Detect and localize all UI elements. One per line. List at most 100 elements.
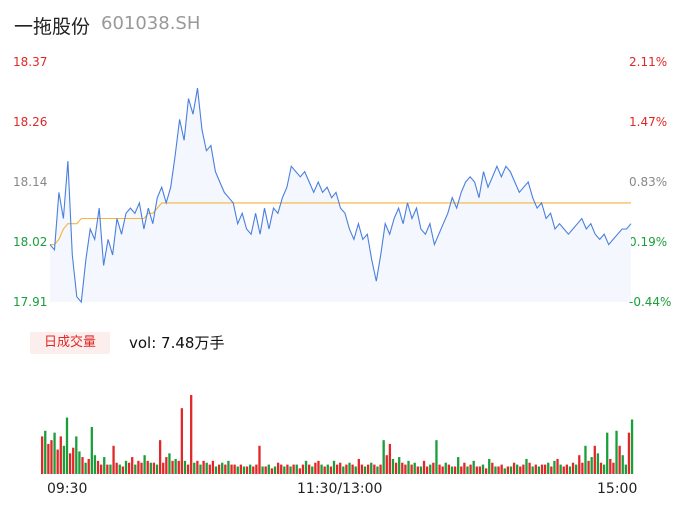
volume-bar: [559, 464, 562, 474]
volume-bar: [345, 464, 348, 474]
volume-bar: [506, 466, 510, 474]
volume-bar: [360, 464, 364, 474]
volume-bar: [429, 464, 432, 474]
volume-bar: [519, 466, 522, 474]
volume-bar: [249, 464, 252, 474]
volume-bar: [425, 466, 429, 474]
volume-bar: [286, 464, 289, 474]
volume-bar: [422, 460, 426, 474]
volume-bar: [155, 464, 159, 474]
pct-tick-2: 0.83%: [629, 175, 668, 189]
volume-bar: [450, 466, 454, 474]
volume-bar: [354, 466, 357, 474]
volume-bar: [314, 462, 317, 474]
volume-bar: [87, 458, 90, 474]
volume-bar: [115, 462, 118, 474]
volume-bar: [208, 464, 211, 474]
volume-bar: [217, 464, 221, 474]
volume-bar: [472, 460, 475, 474]
volume-bar: [78, 451, 81, 474]
volume-bar: [273, 466, 277, 474]
price-lines: [49, 88, 632, 304]
volume-label: vol: 7.48万手: [129, 334, 225, 352]
volume-bar: [578, 455, 581, 474]
volume-bar: [121, 466, 125, 474]
volume-bar: [596, 453, 600, 474]
volume-bar: [398, 457, 401, 474]
volume-bar: [516, 464, 519, 474]
volume-bar: [75, 436, 78, 474]
volume-bar: [370, 462, 373, 474]
price-tick-2: 18.14: [13, 175, 48, 189]
volume-bar: [65, 417, 69, 474]
volume-bar: [90, 427, 93, 474]
volume-bar: [103, 457, 106, 474]
volume-bars: [41, 395, 634, 474]
volume-bar: [252, 466, 255, 474]
volume-bar: [379, 464, 382, 474]
price-tick-4: 17.91: [13, 295, 48, 309]
stock-name: 一拖股份: [14, 16, 91, 38]
volume-bar: [447, 464, 451, 474]
pct-tick-1: 1.47%: [629, 115, 668, 129]
volume-bar: [547, 462, 550, 474]
volume-bar: [534, 464, 537, 474]
volume-bar: [242, 466, 246, 474]
volume-bar: [264, 466, 267, 474]
pct-tick-3: 0.19%: [629, 235, 668, 249]
volume-bar: [56, 449, 59, 474]
volume-bar: [335, 464, 339, 474]
volume-bar: [484, 468, 488, 474]
price-tick-1: 18.26: [13, 115, 48, 129]
volume-bar: [630, 419, 634, 474]
volume-bar: [525, 458, 528, 474]
volume-bar: [72, 447, 75, 474]
volume-bar: [503, 468, 506, 474]
volume-bar: [270, 468, 274, 474]
price-area-fill: [50, 88, 631, 302]
volume-bar: [143, 455, 146, 474]
volume-bar: [575, 464, 578, 474]
volume-bar: [357, 458, 360, 474]
volume-bar: [239, 464, 242, 474]
volume-bar: [500, 464, 503, 474]
volume-bar: [258, 445, 261, 474]
volume-bar: [214, 466, 218, 474]
volume-bar: [205, 462, 208, 474]
volume-bar: [543, 464, 547, 474]
time-tick-midday: 11:30/13:00: [297, 481, 383, 497]
volume-bar: [491, 462, 494, 474]
volume-bar: [587, 460, 590, 474]
volume-bar: [280, 464, 283, 474]
volume-bar: [236, 466, 239, 474]
volume-bar: [435, 440, 438, 474]
volume-bar: [621, 455, 624, 474]
volume-bar: [295, 464, 298, 474]
volume-bar: [351, 464, 354, 474]
volume-bar: [131, 457, 134, 474]
volume-bar: [599, 462, 603, 474]
volume-bar: [463, 462, 466, 474]
volume-bar: [127, 462, 131, 474]
volume-bar: [404, 464, 407, 474]
volume-bar: [407, 460, 410, 474]
volume-bar: [298, 468, 301, 474]
volume-bar: [332, 460, 336, 474]
volume-bar: [109, 464, 112, 474]
volume-bar: [59, 436, 62, 474]
volume-bar: [488, 458, 491, 474]
volume-bar: [211, 460, 215, 474]
volume-bar: [177, 460, 180, 474]
volume-bar: [522, 464, 525, 474]
volume-bar: [276, 462, 280, 474]
volume-bar: [53, 432, 56, 474]
volume-bar: [140, 462, 143, 474]
volume-bar: [96, 460, 100, 474]
volume-bar: [385, 455, 388, 474]
volume-bar: [93, 455, 97, 474]
volume-tab[interactable]: 日成交量: [30, 332, 110, 354]
volume-bar: [441, 466, 444, 474]
volume-bar: [329, 466, 333, 474]
volume-bar: [221, 462, 224, 474]
volume-bar: [152, 462, 156, 474]
